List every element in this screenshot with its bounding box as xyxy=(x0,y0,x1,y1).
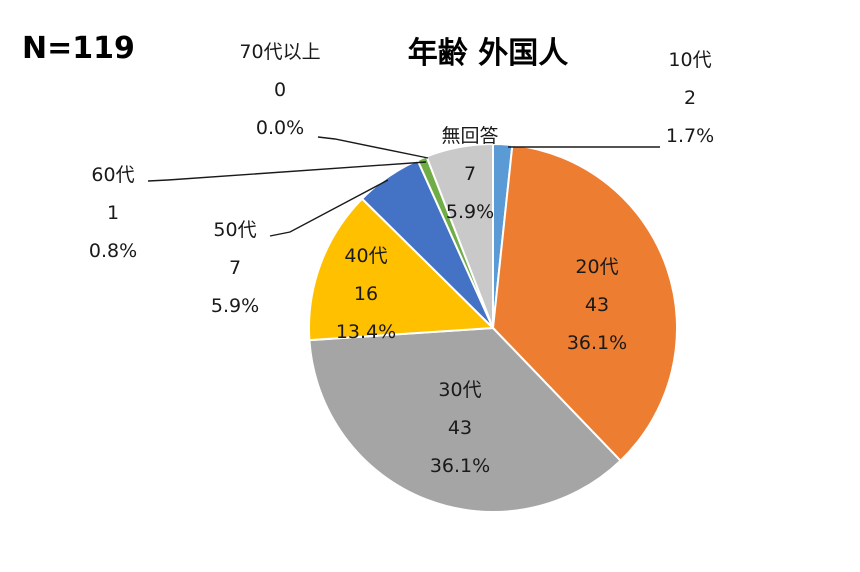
data-label-7: 70代以上 0 0.0% xyxy=(239,41,320,139)
leader-line-7 xyxy=(317,136,429,159)
data-label-count: 7 xyxy=(229,257,241,279)
data-label-count: 43 xyxy=(448,417,472,439)
data-label-category: 10代 xyxy=(668,49,711,71)
data-label-category: 50代 xyxy=(213,219,256,241)
pie-slice-8 xyxy=(425,142,494,329)
data-label-percent: 5.9% xyxy=(446,201,494,223)
data-label-count: 2 xyxy=(684,87,696,109)
pie-slice-4 xyxy=(308,197,496,342)
data-label-6: 60代 1 0.8% xyxy=(89,164,137,262)
data-label-percent: 36.1% xyxy=(430,455,490,477)
data-label-category: 30代 xyxy=(438,379,481,401)
data-label-2: 20代 43 36.1% xyxy=(567,256,627,354)
sample-size-label: N=119 xyxy=(22,31,135,66)
data-label-category: 20代 xyxy=(575,256,618,278)
data-label-count: 16 xyxy=(354,283,378,305)
data-label-count: 43 xyxy=(585,294,609,316)
data-label-percent: 5.9% xyxy=(211,295,259,317)
data-label-count: 1 xyxy=(107,202,119,224)
pie-slice-2 xyxy=(491,143,679,463)
data-label-percent: 0.8% xyxy=(89,240,137,262)
data-label-percent: 0.0% xyxy=(256,117,304,139)
data-label-count: 7 xyxy=(464,163,476,185)
data-label-4: 40代 16 13.4% xyxy=(336,245,396,343)
data-label-category: 60代 xyxy=(91,164,134,186)
data-label-percent: 1.7% xyxy=(666,125,714,147)
data-label-percent: 13.4% xyxy=(336,321,396,343)
data-label-1: 10代 2 1.7% xyxy=(666,49,714,147)
data-label-category: 40代 xyxy=(344,245,387,267)
leader-line-6 xyxy=(147,161,427,182)
chart-title: 年齢 外国人 xyxy=(408,36,568,71)
data-label-category: 70代以上 xyxy=(239,41,320,63)
data-label-percent: 36.1% xyxy=(567,332,627,354)
data-label-5: 50代 7 5.9% xyxy=(211,219,259,317)
data-label-3: 30代 43 36.1% xyxy=(430,379,490,477)
data-label-8: 無回答 7 5.9% xyxy=(441,125,498,223)
data-label-count: 0 xyxy=(274,79,286,101)
data-label-category: 無回答 xyxy=(441,125,498,147)
leader-line-5 xyxy=(269,179,389,237)
pie-slice-3 xyxy=(308,326,622,513)
